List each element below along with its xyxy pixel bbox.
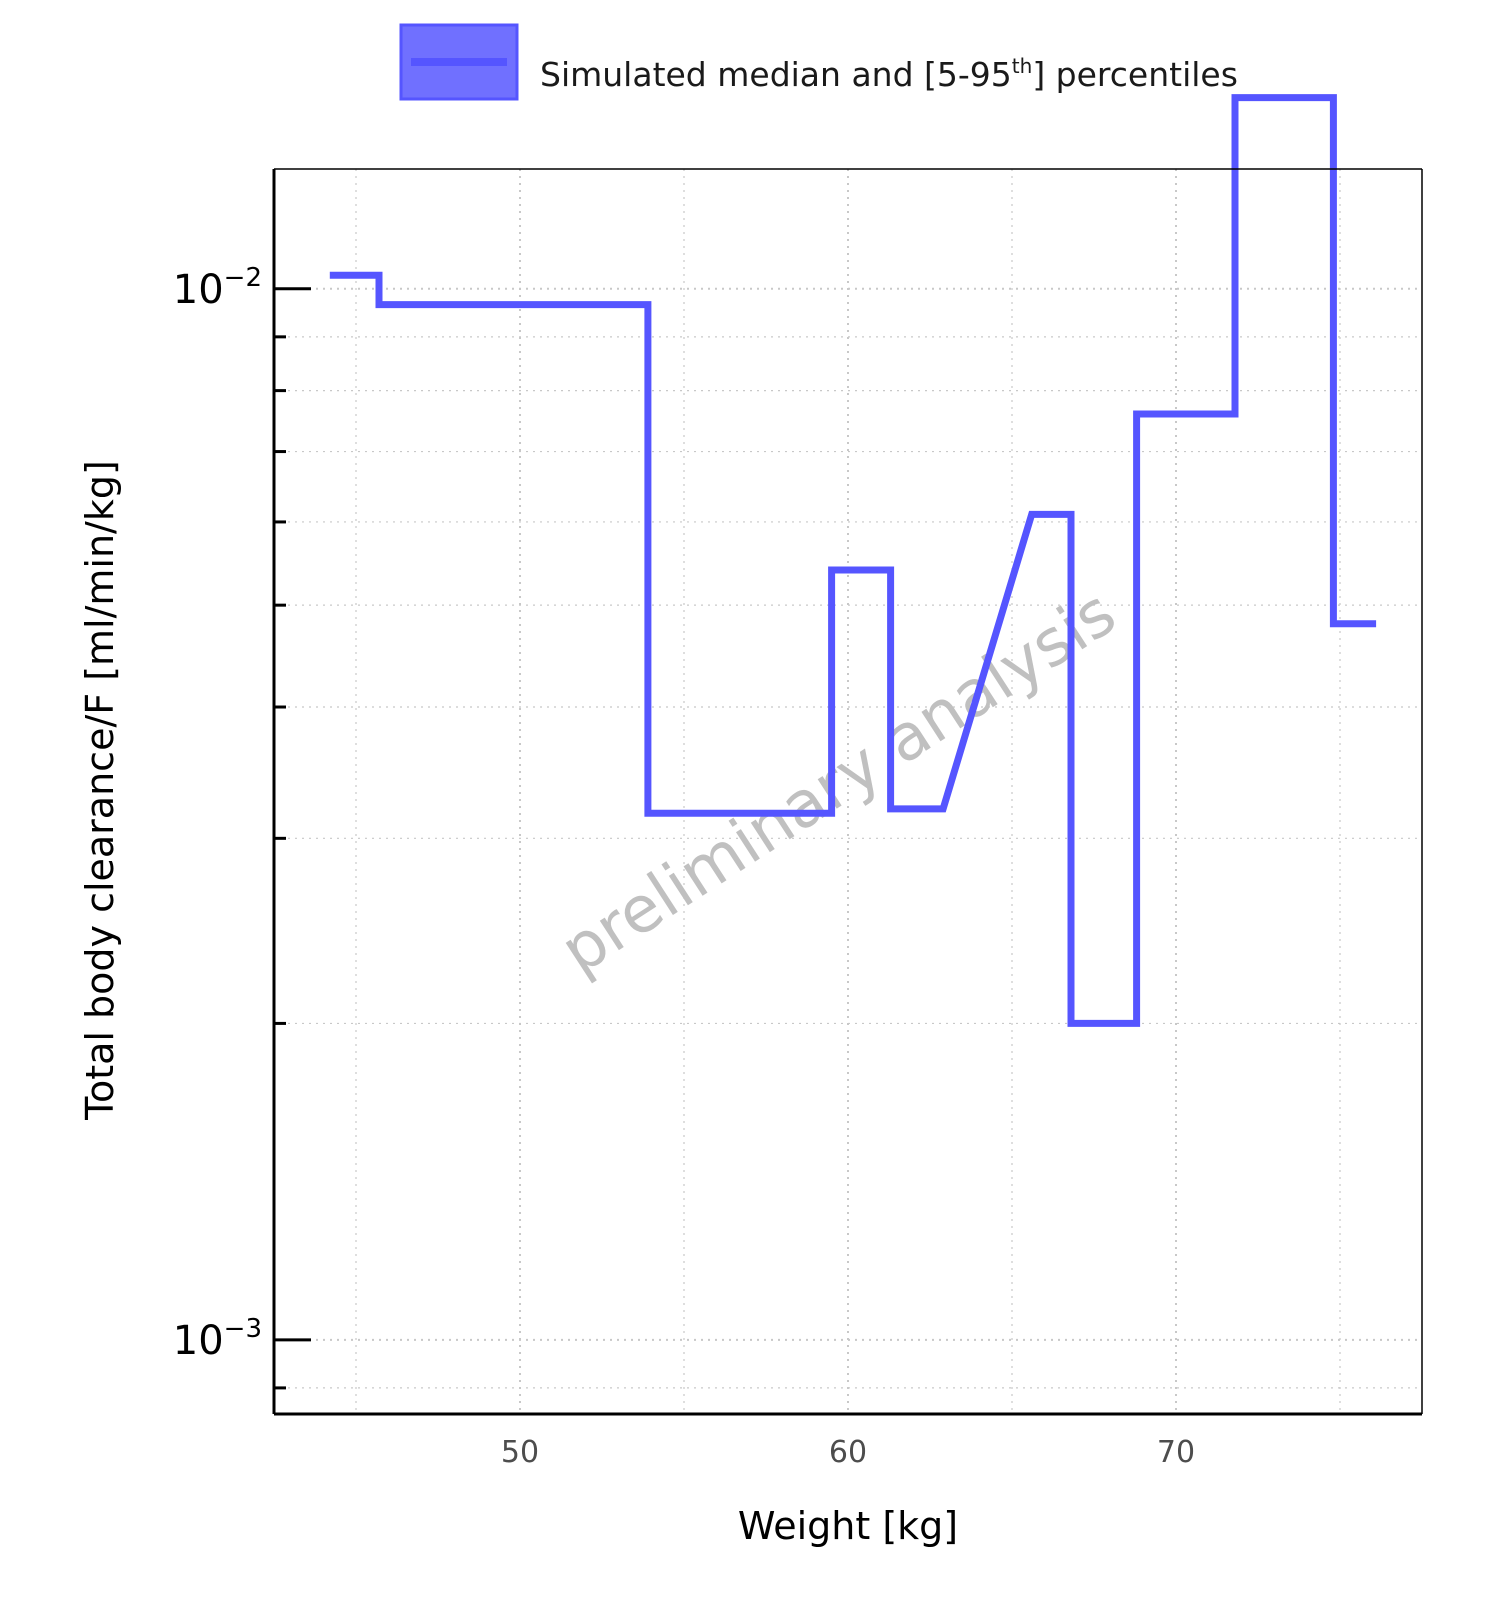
legend-label-suffix: ] percentiles (1032, 55, 1238, 94)
legend-label-prefix: Simulated median and [5-95 (540, 55, 1012, 94)
y-tick-label: 10−3 (173, 1314, 262, 1364)
legend: Simulated median and [5-95th] percentile… (399, 23, 1238, 101)
y-ticks: 10−3 10−2 (173, 263, 311, 1390)
x-tick-label: 60 (829, 1435, 867, 1470)
x-tick-label: 50 (501, 1435, 539, 1470)
y-tick-label: 10−2 (173, 263, 262, 313)
watermark: preliminary analysis (548, 576, 1128, 989)
x-tick-label: 70 (1157, 1435, 1195, 1470)
series-line (329, 94, 1377, 1027)
legend-label: Simulated median and [5-95th] percentile… (540, 54, 1238, 94)
x-ticks: 50 60 70 (501, 1435, 1195, 1470)
axes (272, 168, 1423, 1416)
series-layer (329, 94, 1377, 1027)
x-axis-label: Weight [kg] (738, 1504, 958, 1548)
watermark-layer: preliminary analysis (548, 576, 1128, 989)
y-axis-label: Total body clearance/F [ml/min/kg] (78, 460, 122, 1121)
grid (274, 169, 1422, 1414)
legend-label-sup: th (1012, 54, 1033, 78)
